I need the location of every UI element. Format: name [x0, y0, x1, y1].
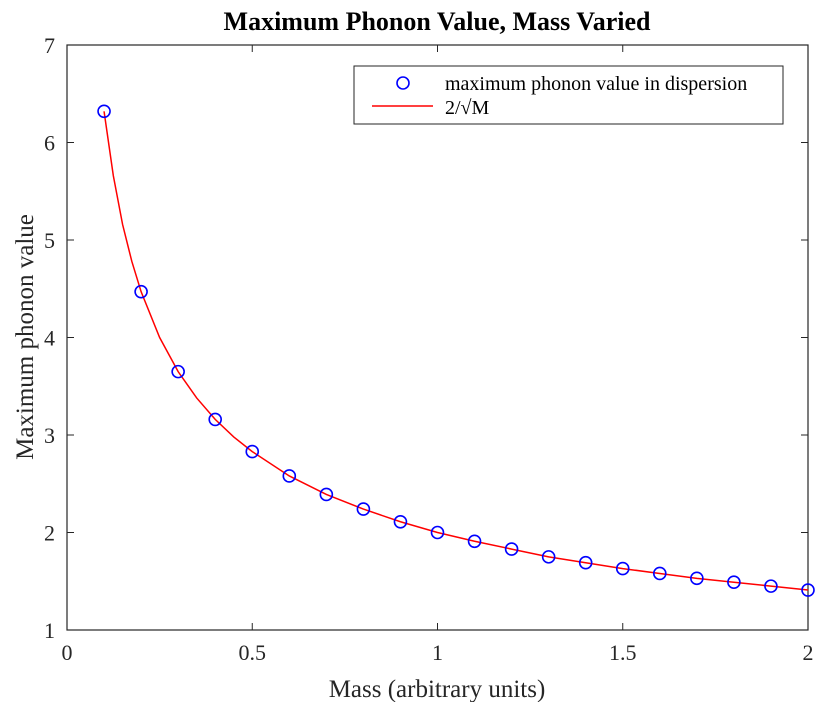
data-point-marker	[504, 542, 519, 556]
y-tick-label: 6	[44, 131, 55, 156]
data-point-marker	[578, 555, 593, 570]
legend-marker-icon	[396, 76, 410, 90]
legend: maximum phonon value in dispersion 2/√M	[353, 65, 784, 125]
x-tick-label: 1.5	[609, 640, 637, 665]
data-point-marker	[245, 444, 260, 459]
data-point-marker	[319, 487, 334, 502]
legend-label-line: 2/√M	[445, 97, 490, 119]
x-tick-label: 2	[803, 640, 814, 665]
y-tick-label: 2	[44, 521, 55, 546]
chart-title: Maximum Phonon Value, Mass Varied	[224, 7, 651, 36]
data-point-marker	[690, 571, 704, 586]
data-point-marker	[430, 525, 445, 540]
legend-box	[353, 65, 784, 125]
y-tick-label: 4	[44, 326, 55, 351]
y-axis-label: Maximum phonon value	[12, 214, 39, 460]
data-point-marker	[467, 534, 482, 549]
data-point-marker	[208, 412, 222, 427]
x-tick-label: 0.5	[239, 640, 267, 665]
data-point-marker	[764, 579, 778, 593]
data-point-marker	[97, 104, 111, 119]
x-tick-label: 1	[432, 640, 443, 665]
data-point-marker	[282, 469, 297, 483]
plot-area	[66, 44, 809, 631]
legend-label-markers: maximum phonon value in dispersion	[445, 73, 747, 95]
x-tick-label: 0	[62, 640, 73, 665]
marker-series	[97, 104, 815, 597]
y-tick-label: 5	[44, 228, 55, 253]
data-point-marker	[541, 550, 556, 564]
data-point-marker	[393, 514, 408, 529]
data-point-marker	[171, 364, 185, 379]
y-axis-ticks: 1 2 3 4 5 6 7	[44, 33, 808, 643]
data-point-marker	[615, 561, 630, 576]
y-tick-label: 1	[44, 618, 55, 643]
x-axis-ticks: 0 0.5 1 1.5 2	[62, 45, 814, 665]
data-point-marker	[801, 583, 815, 597]
data-point-marker	[727, 575, 741, 590]
x-axis-label: Mass (arbitrary units)	[329, 676, 546, 702]
y-tick-label: 7	[44, 33, 55, 58]
data-point-marker	[356, 502, 371, 516]
data-point-marker	[652, 566, 667, 581]
y-tick-label: 3	[44, 423, 55, 448]
data-point-marker	[134, 284, 148, 299]
